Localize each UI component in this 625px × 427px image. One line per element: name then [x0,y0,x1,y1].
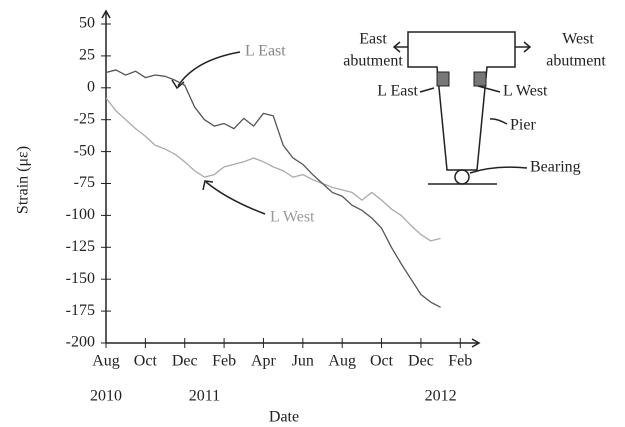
y-tick-label: -175 [66,302,95,319]
inset-label: Pier [510,117,536,134]
inset-label: abutment [343,53,403,70]
sensor-block [473,71,487,87]
x-tick-label: Jun [292,353,314,370]
y-tick-label: -75 [74,174,95,191]
x-tick-label: Aug [92,353,120,370]
inset-label: L East [377,83,418,100]
year-label: 2011 [189,388,220,405]
x-tick-label: Dec [408,353,434,370]
sensor-block [436,71,450,87]
x-tick-label: Oct [370,353,394,370]
annotation: L West [270,209,315,226]
x-axis-arrow [471,338,481,348]
x-tick-label: Apr [251,353,277,370]
year-label: 2010 [90,388,122,405]
data-line [105,69,441,308]
y-tick-label: -50 [74,142,95,159]
y-tick-label: 25 [79,47,95,64]
inset-label: East [359,31,387,48]
x-tick-label: Oct [134,353,158,370]
inset-label: L West [503,83,548,100]
y-axis-label: Strain (με) [15,146,32,214]
inset-label: West [562,31,594,48]
y-tick-label: -125 [66,238,95,255]
inset-label: Bearing [530,159,581,176]
data-line [105,97,441,242]
y-axis-arrow [101,9,111,19]
y-tick-label: -150 [66,270,95,287]
inset-diagram [171,31,532,215]
x-axis-label: Date [269,409,299,426]
y-tick-label: -100 [66,206,95,223]
x-tick-label: Feb [212,353,236,370]
y-tick-label: -200 [66,334,95,351]
y-tick-label: 50 [79,15,95,32]
y-tick-label: 0 [87,78,95,95]
year-label: 2012 [425,388,457,405]
y-tick-label: -25 [74,110,95,127]
x-tick-label: Aug [328,353,356,370]
annotation: L East [245,43,286,60]
x-tick-label: Dec [172,353,198,370]
inset-label: abutment [546,53,606,70]
x-tick-label: Feb [448,353,472,370]
